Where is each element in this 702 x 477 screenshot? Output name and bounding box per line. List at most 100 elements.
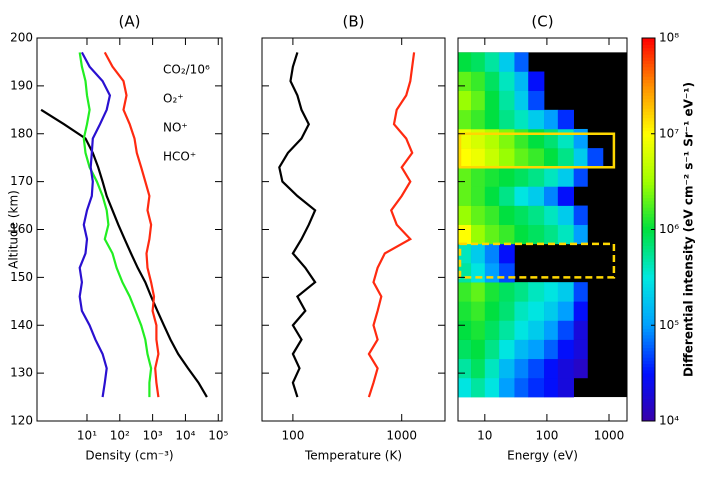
- heatmap-cell: [484, 167, 500, 187]
- colorbar-segment: [642, 210, 655, 215]
- colorbar-segment: [642, 392, 655, 396]
- colorbar-segment: [642, 290, 655, 294]
- colorbar-segment: [642, 181, 655, 186]
- heatmap-cell: [544, 167, 559, 187]
- colorbar-segment: [642, 366, 655, 371]
- heatmap-cell: [573, 339, 588, 360]
- heatmap-cell: [471, 128, 486, 149]
- colorbar-segment: [642, 395, 655, 400]
- heatmap-cell: [514, 339, 529, 360]
- panel-title: (A): [119, 13, 141, 31]
- heatmap-cell: [528, 90, 545, 111]
- heatmap-cell: [514, 167, 529, 187]
- heatmap-cell: [484, 282, 500, 302]
- highlight-box: [458, 132, 616, 169]
- heatmap-cell: [544, 339, 559, 360]
- colorbar-segment: [642, 296, 655, 301]
- colorbar-segment: [642, 235, 655, 240]
- colorbar-segment: [642, 178, 655, 183]
- heatmap-cell: [557, 377, 574, 398]
- colorbar-segment: [642, 216, 655, 221]
- colorbar-segment: [642, 127, 655, 132]
- heatmap-cell: [458, 224, 472, 245]
- x-axis-label: Density (cm⁻³): [85, 449, 173, 463]
- y-tick-label: 160: [10, 222, 33, 236]
- heatmap-cell: [499, 71, 515, 91]
- heatmap-cell: [499, 263, 515, 283]
- colorbar-segment: [642, 38, 655, 42]
- colorbar-segment: [642, 373, 655, 377]
- colorbar-segment: [642, 53, 655, 58]
- heatmap-cell: [458, 71, 472, 91]
- heatmap-cell: [528, 358, 545, 379]
- heatmap-cell: [544, 282, 559, 302]
- colorbar-segment: [642, 149, 655, 154]
- colorbar-segment: [642, 401, 655, 406]
- colorbar-segment: [642, 312, 655, 317]
- heatmap-cell: [499, 109, 515, 130]
- x-tick-label: 100: [535, 429, 558, 443]
- colorbar-segment: [642, 226, 655, 230]
- heatmap-cell: [514, 282, 529, 302]
- y-tick-label: 120: [10, 414, 33, 428]
- colorbar-segment: [642, 114, 655, 119]
- heatmap-cell: [514, 109, 529, 130]
- colorbar-segment: [642, 140, 655, 144]
- profile-line: [40, 108, 208, 398]
- heatmap-cell: [544, 377, 559, 398]
- heatmap-cell: [499, 90, 515, 111]
- heatmap-cell: [587, 148, 604, 168]
- colorbar-segment: [642, 76, 655, 80]
- colorbar-segment: [642, 213, 655, 218]
- colorbar-segment: [642, 277, 655, 282]
- colorbar-segment: [642, 69, 655, 74]
- colorbar-segment: [642, 117, 655, 122]
- heatmap-cell: [557, 205, 574, 226]
- colorbar-segment: [642, 168, 655, 173]
- colorbar-segment: [642, 184, 655, 189]
- heatmap-cell: [471, 358, 486, 379]
- heatmap-cell: [557, 186, 574, 206]
- colorbar-segment: [642, 258, 655, 262]
- heatmap-cell: [557, 109, 574, 130]
- heatmap-cell: [514, 358, 529, 379]
- colorbar-segment: [642, 274, 655, 278]
- colorbar-segment: [642, 286, 655, 291]
- colorbar-segment: [642, 242, 655, 246]
- heatmap-cell: [471, 52, 486, 72]
- heatmap-cell: [514, 128, 529, 149]
- colorbar-segment: [642, 309, 655, 313]
- heatmap-cell: [514, 377, 529, 398]
- colorbar-segment: [642, 156, 655, 160]
- heatmap-cell: [499, 301, 515, 321]
- colorbar-segment: [642, 229, 655, 234]
- colorbar-segment: [642, 322, 655, 326]
- heatmap-cell: [528, 282, 545, 302]
- heatmap-cell: [557, 301, 574, 321]
- heatmap-cell: [528, 301, 545, 321]
- heatmap-cell: [528, 109, 545, 130]
- colorbar-segment: [642, 191, 655, 195]
- colorbar-segment: [642, 133, 655, 138]
- heatmap-cell: [484, 148, 500, 168]
- heatmap-cell: [471, 301, 486, 321]
- colorbar-segment: [642, 328, 655, 333]
- colorbar-tick-label: 10⁵: [659, 318, 679, 332]
- heatmap-cell: [471, 377, 486, 398]
- colorbar-segment: [642, 172, 655, 176]
- colorbar-segment: [642, 255, 655, 259]
- heatmap-cell: [573, 358, 588, 379]
- heatmap-cell: [471, 186, 486, 206]
- profile-line: [78, 52, 153, 398]
- x-axis-label: Temperature (K): [304, 449, 402, 463]
- heatmap-cell: [471, 243, 486, 264]
- x-tick-label: 10: [477, 429, 492, 443]
- heatmap-cell: [573, 148, 588, 168]
- x-tick-label: 10¹: [77, 429, 97, 443]
- heatmap-cell: [458, 167, 472, 187]
- profile-line: [103, 51, 160, 398]
- heatmap-cell: [499, 320, 515, 340]
- x-tick-label: 1000: [594, 429, 625, 443]
- y-tick-label: 190: [10, 78, 33, 92]
